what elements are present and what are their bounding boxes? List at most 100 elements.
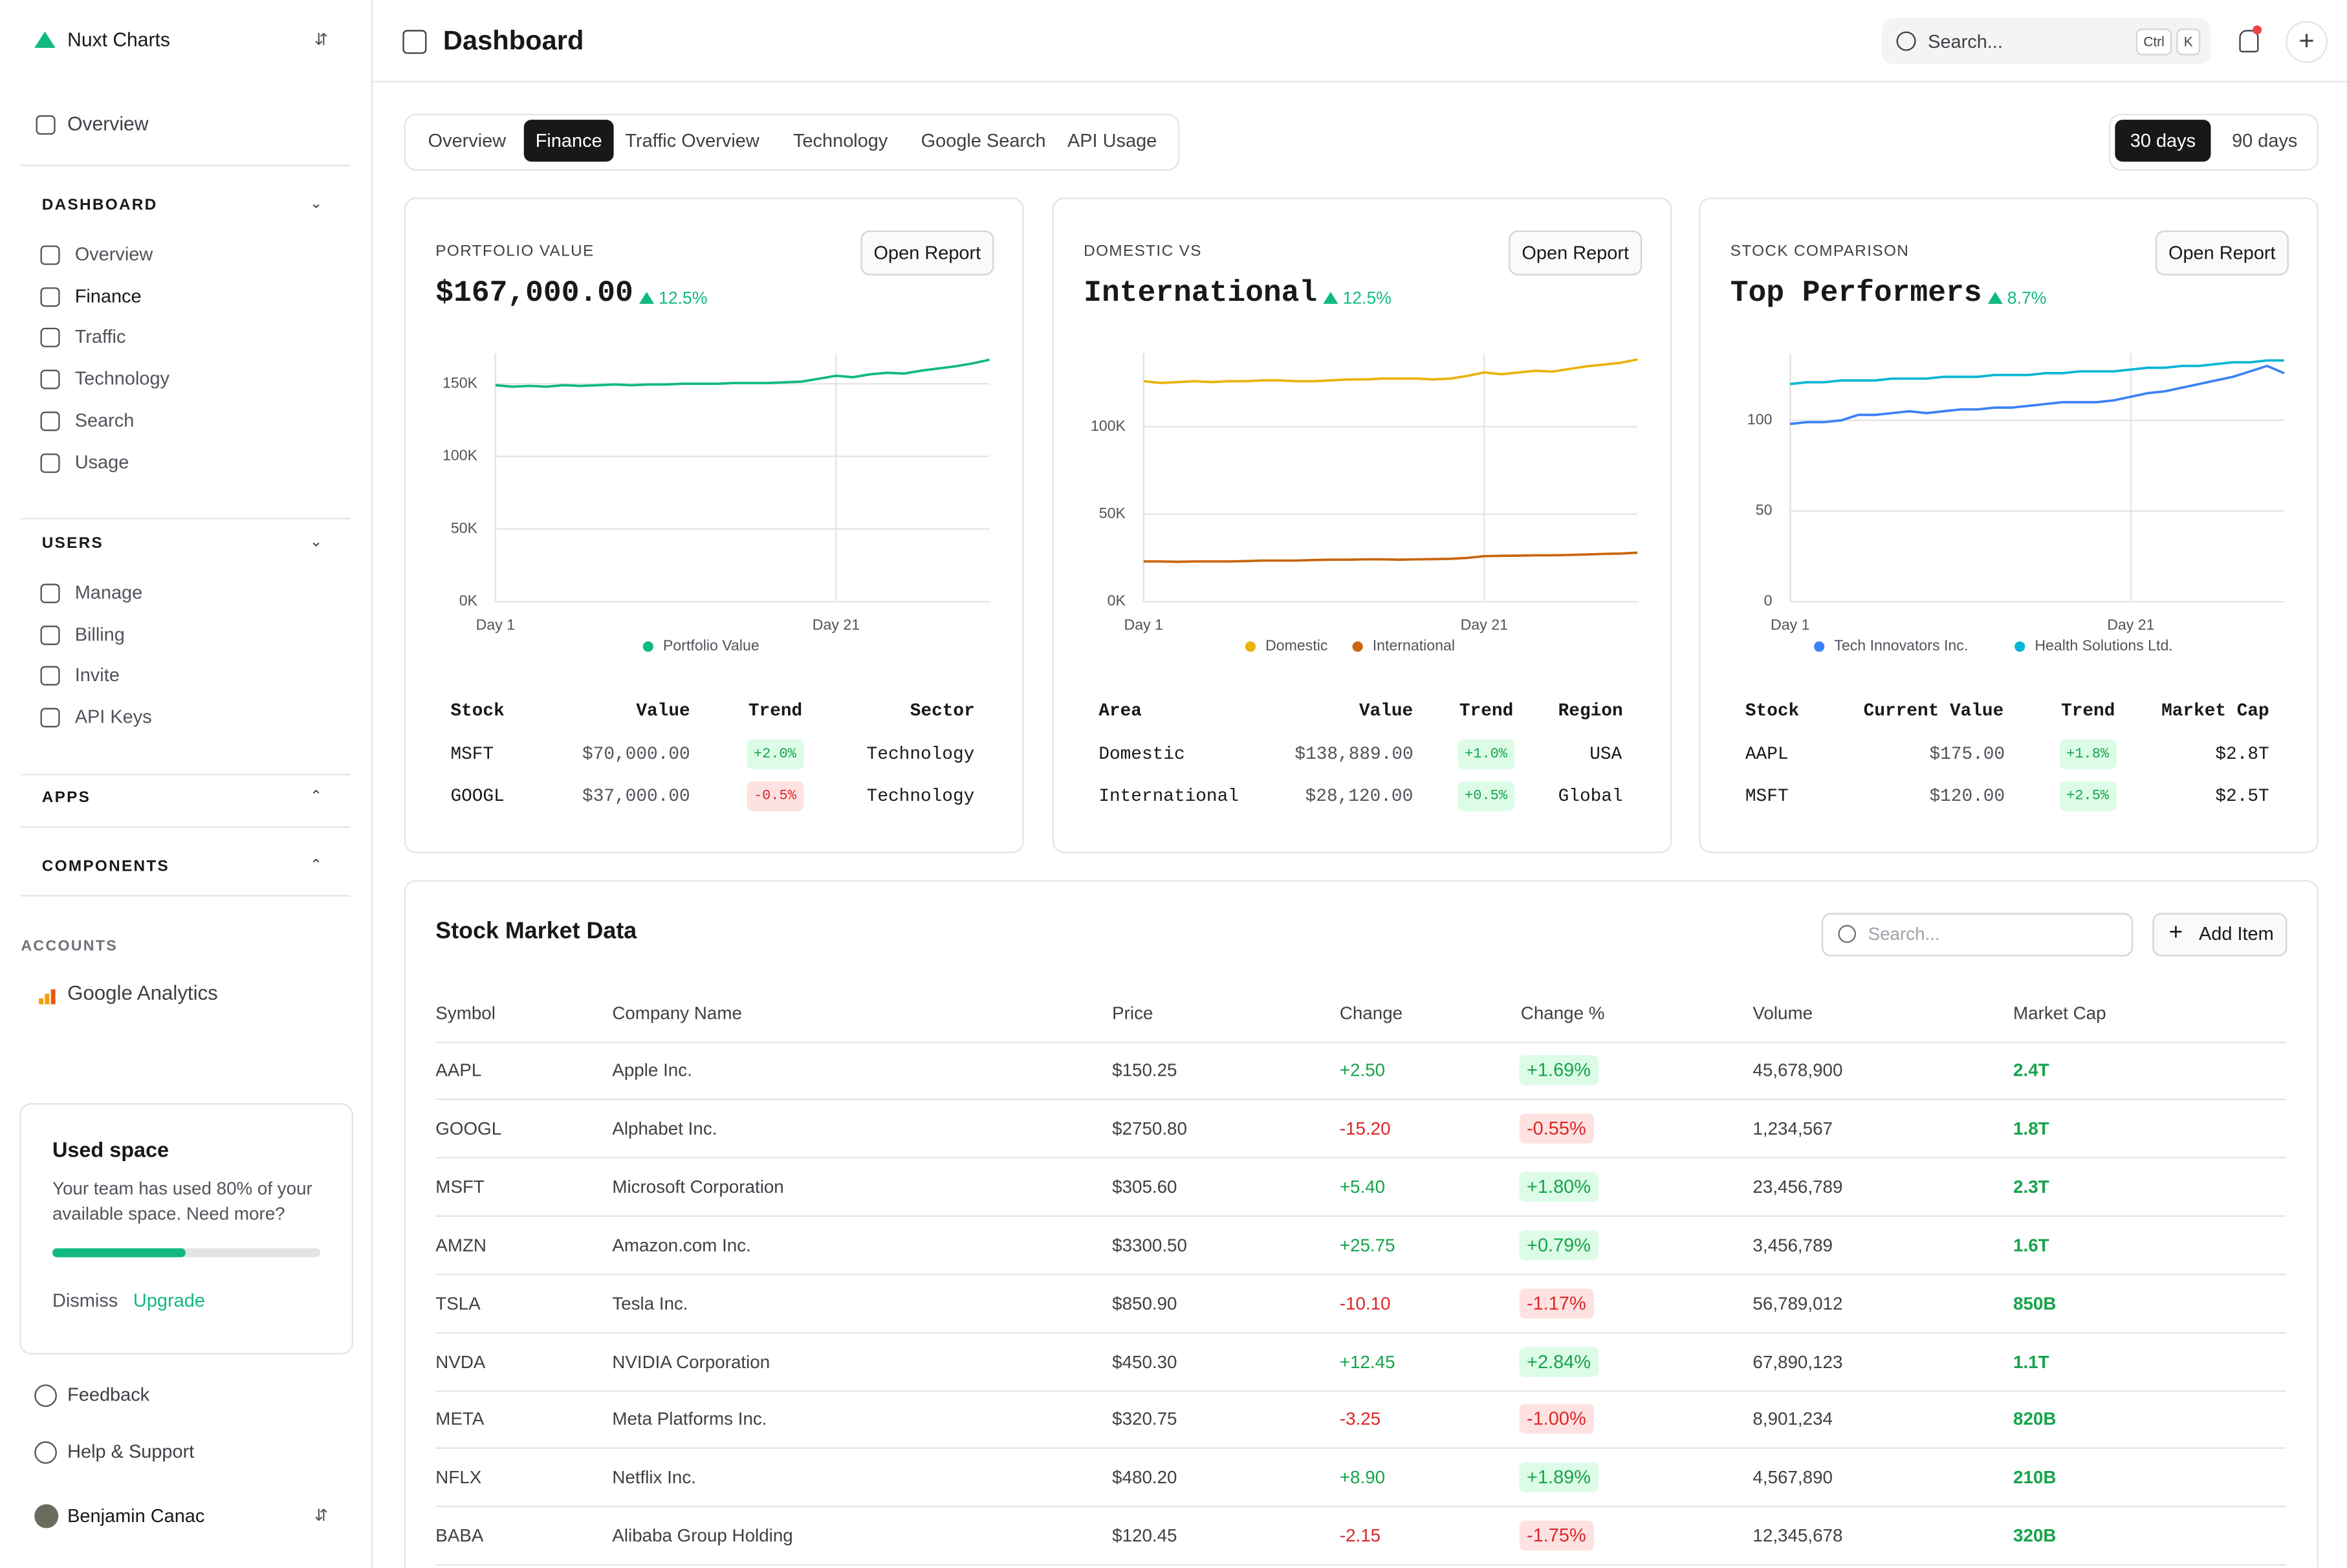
table-cell: $2750.80 [1112,1118,1187,1139]
sidebar-toggle[interactable] [402,30,427,54]
group-title[interactable]: COMPONENTS [41,857,170,876]
search-icon [1838,924,1857,943]
button-label: Open Report [873,242,981,264]
open-report-button[interactable]: Open Report [2155,230,2289,276]
table-cell: +2.50 [1339,1060,1386,1081]
x-tick-label: Day 21 [1461,616,1508,633]
table-search[interactable]: Search... [1821,913,2134,957]
table-cell: $450.30 [1112,1351,1177,1372]
card: DOMESTIC VS International 12.5% Open Report… [1052,197,1672,853]
table-cell: +8.90 [1339,1467,1386,1488]
change-percent-badge: -1.00% [1519,1404,1594,1435]
nav-item[interactable]: API Keys [74,706,152,728]
tab[interactable]: API Usage [1057,120,1168,162]
tab[interactable]: Finance [523,120,614,162]
user-name[interactable]: Benjamin Canac [67,1505,205,1527]
tab[interactable]: Traffic Overview [614,120,771,162]
table-cell: -15.20 [1339,1118,1391,1139]
account-item[interactable]: Google Analytics [67,981,218,1005]
y-tick-label: 100K [442,447,478,464]
add-item-button[interactable]: + Add Item [2152,913,2287,957]
upgrade-button[interactable]: Upgrade [133,1290,205,1311]
line [1143,551,1638,563]
legend-label: Portfolio Value [663,637,759,654]
change-percent-badge: -1.17% [1519,1288,1594,1318]
legend-label: Health Solutions Ltd. [2035,637,2172,654]
row-divider [435,1157,2286,1159]
trend-badge: +0.5% [1457,781,1515,812]
row-divider [435,1564,2286,1566]
table-cell: $2.8T [2215,743,2269,765]
tab[interactable]: Technology [771,120,910,162]
switcher[interactable]: ⇵ [314,1507,329,1525]
range-option[interactable]: 90 days [2217,120,2313,162]
nav-item[interactable]: Traffic [74,327,126,348]
nav-item[interactable]: Overview [74,244,153,265]
open-report-button[interactable]: Open Report [860,230,994,276]
footer-link[interactable]: Help & Support [67,1441,195,1463]
tab[interactable]: Overview [410,120,524,162]
nav-item[interactable]: Overview [67,112,149,135]
nav-icon [40,708,60,728]
line [495,358,990,388]
brand-name[interactable]: Nuxt Charts [67,28,170,51]
dismiss-button[interactable]: Dismiss [52,1290,118,1311]
group-title[interactable]: DASHBOARD [41,196,158,214]
notification-dot [2253,25,2262,35]
sidebar-border [371,0,373,1567]
nav-item[interactable]: Search [74,409,135,431]
range-option[interactable]: 30 days [2115,120,2211,162]
table-cell: $2.5T [2215,785,2269,807]
used-space-title: Used space [52,1137,169,1162]
trend-badge: +1.8% [2058,739,2117,770]
change-percent-badge: -0.55% [1519,1113,1594,1144]
used-space-text: Your team has used 80% of your available… [52,1177,312,1225]
legend-marker [1352,641,1363,652]
button-label: Open Report [1522,242,1630,264]
search-box[interactable]: Search... Ctrl K [1881,17,2211,65]
nav-item[interactable]: Billing [74,624,125,645]
table-cell: META [435,1409,485,1430]
table-cell: Apple Inc. [612,1060,692,1081]
table-cell: $37,000.00 [582,785,690,807]
button-label: Add Item [2198,923,2274,944]
trend-up-icon [1987,292,2003,304]
x-tick-label: Day 21 [2107,616,2154,633]
nav-item[interactable]: Technology [74,368,170,389]
table-cell: Domestic [1098,743,1185,765]
group-title[interactable]: APPS [41,789,91,807]
y-tick-label: 0K [459,592,478,609]
range-label: 90 days [2232,130,2298,151]
table-header: Stock [1745,700,1800,722]
nav-icon [40,287,60,307]
nav-item[interactable]: Usage [74,451,129,472]
switcher[interactable]: ⇵ [314,31,329,50]
table-cell: AAPL [435,1060,482,1081]
market-card: Stock Market Data Search... + Add Item Symbo… [404,880,2319,1567]
ga-bar [50,989,56,1005]
change-percent-badge: +1.89% [1519,1463,1599,1493]
group-title[interactable]: USERS [41,534,104,552]
add-button[interactable]: + [2286,21,2328,63]
bell-icon[interactable] [2239,30,2259,52]
trend-badge: +2.5% [2058,781,2117,812]
open-report-button[interactable]: Open Report [1509,230,1643,276]
trend-badge: +1.0% [1457,739,1515,770]
nav-item[interactable]: Manage [74,582,143,604]
table-cell: Amazon.com Inc. [612,1234,751,1256]
tab[interactable]: Google Search [910,120,1057,162]
nav-item[interactable]: Finance [74,285,142,307]
column-header: Symbol [435,1003,496,1024]
x-tick-label: Day 21 [813,616,860,633]
nav-item[interactable]: Invite [74,665,120,686]
table-cell: NVIDIA Corporation [612,1351,770,1372]
table-cell: TSLA [435,1292,481,1314]
search-placeholder: Search... [1928,31,2003,52]
kbd-label: K [2183,34,2193,50]
table-cell: 1.6T [2013,1234,2049,1256]
table-cell: MSFT [1745,785,1789,807]
table-cell: Netflix Inc. [612,1467,696,1488]
tab-label: Traffic Overview [625,130,759,151]
footer-link[interactable]: Feedback [67,1384,150,1406]
